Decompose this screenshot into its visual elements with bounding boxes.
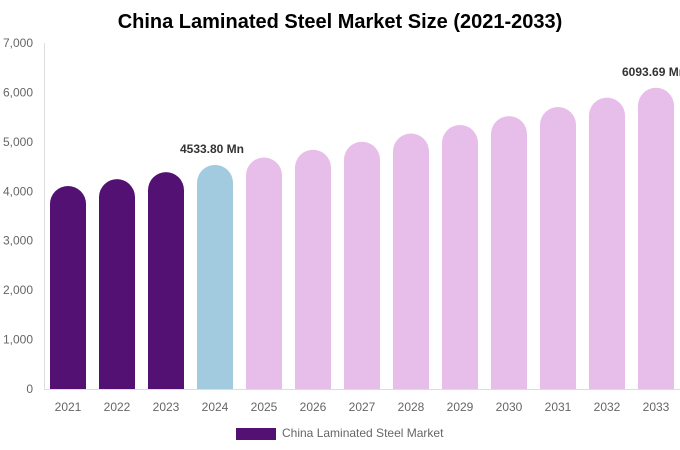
y-tick-label: 2,000 [3,283,33,297]
x-tick-label: 2029 [447,400,474,414]
x-tick-label: 2032 [594,400,621,414]
x-tick-label: 2028 [398,400,425,414]
x-tick-label: 2025 [251,400,278,414]
y-tick-label: 7,000 [3,36,33,50]
data-label: 4533.80 Mn [180,142,244,156]
bar-2024[interactable] [197,164,233,389]
x-tick-label: 2031 [545,400,572,414]
x-tick-label: 2030 [496,400,523,414]
bar-2030[interactable] [491,116,527,389]
y-tick-label: 0 [26,382,33,396]
y-tick-label: 1,000 [3,333,33,347]
bar-2031[interactable] [540,107,576,389]
bar-2022[interactable] [99,179,135,389]
legend-label[interactable]: China Laminated Steel Market [282,426,444,440]
bar-2023[interactable] [148,172,184,389]
x-tick-label: 2022 [104,400,131,414]
bar-2025[interactable] [246,157,282,389]
legend-swatch[interactable] [236,428,276,440]
bar-2032[interactable] [589,97,625,389]
bar-2027[interactable] [344,141,380,389]
y-tick-label: 5,000 [3,135,33,149]
bar-2033[interactable] [638,87,674,389]
y-tick-label: 6,000 [3,85,33,99]
x-tick-label: 2021 [55,400,82,414]
y-tick-label: 4,000 [3,184,33,198]
x-tick-label: 2026 [300,400,327,414]
bar-2028[interactable] [393,133,429,389]
data-label: 6093.69 Mn [622,65,680,79]
bar-2021[interactable] [50,185,86,389]
bar-2029[interactable] [442,124,478,389]
x-tick-label: 2023 [153,400,180,414]
x-tick-label: 2027 [349,400,376,414]
bar-2026[interactable] [295,149,331,389]
x-tick-label: 2033 [643,400,670,414]
chart-title: China Laminated Steel Market Size (2021-… [118,11,563,33]
x-tick-label: 2024 [202,400,229,414]
y-tick-label: 3,000 [3,234,33,248]
